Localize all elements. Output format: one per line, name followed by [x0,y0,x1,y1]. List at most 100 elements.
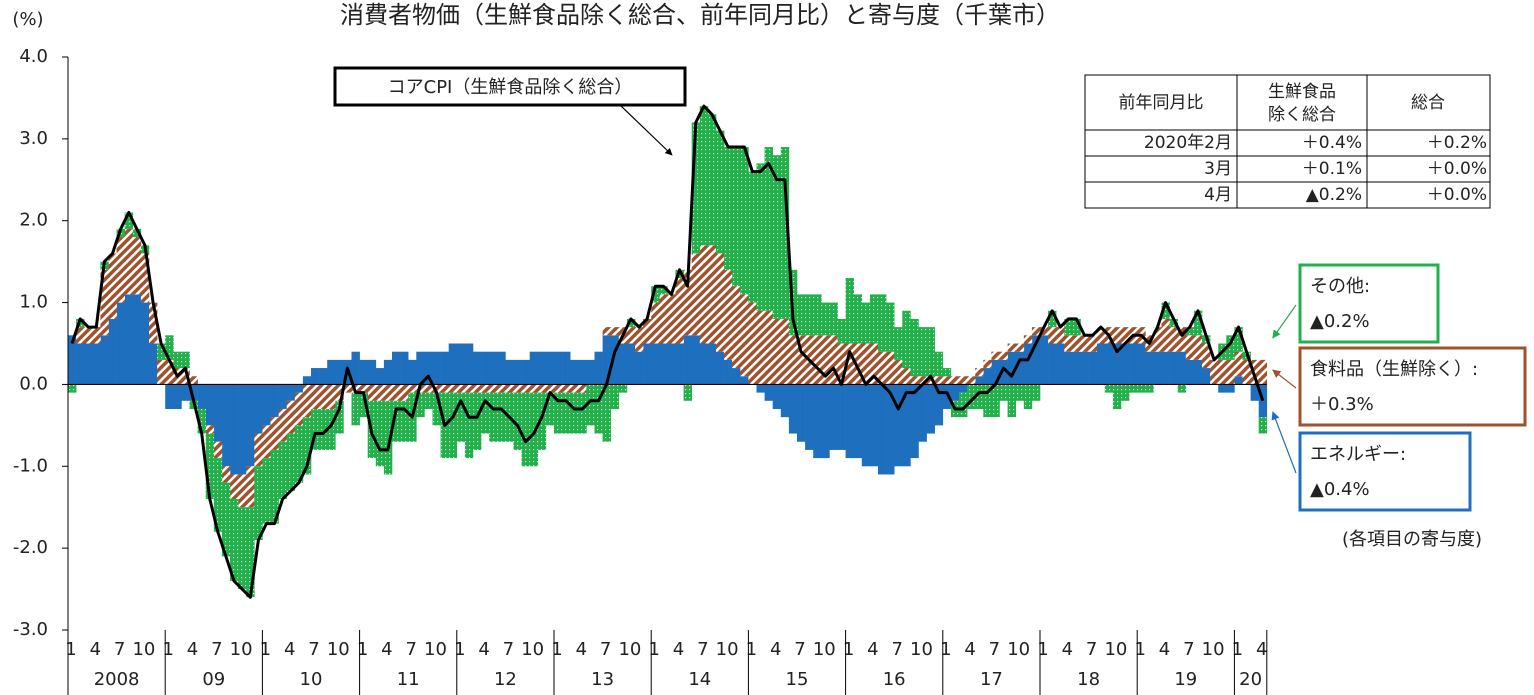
callout-arrow [619,104,673,156]
bar-segment [246,466,255,508]
bar-segment [659,286,668,295]
year-label: 10 [300,669,323,690]
bar-segment [975,368,984,377]
bar-segment [983,359,992,369]
legend-value: ▲0.4% [1310,479,1370,500]
bar-segment [254,433,263,467]
bar-segment [173,351,182,369]
bar-segment [1258,359,1268,385]
bar-segment [1015,351,1025,385]
x-tick-label: 4 [770,639,781,660]
legend-value: ▲0.2% [1310,311,1370,332]
bar-segment [878,351,887,385]
bar-segment [562,351,571,385]
bar-segment [1137,343,1146,385]
bar-segment [716,351,725,385]
bar-segment [1040,335,1049,385]
bar-segment [861,302,871,344]
bar-segment [1226,335,1235,360]
bar-segment [797,384,806,442]
bar-segment [813,294,822,336]
bar-segment [489,384,498,393]
year-label: 16 [883,669,906,690]
callout-box [333,66,687,107]
bar-segment [270,449,279,524]
bar-segment [918,384,927,442]
bar-segment [464,392,474,459]
year-label: 09 [202,669,225,690]
bar-segment [319,368,328,385]
bar-segment [1193,310,1203,336]
bar-segment [983,368,992,385]
bar-segment [869,384,879,467]
legend-label: 食料品（生鮮除く）: [1310,359,1478,380]
bar-segment [1185,335,1195,360]
bar-segment [626,318,636,328]
bar-segment [1177,351,1187,385]
bar-segment [853,294,863,344]
bar-segment [1064,318,1073,336]
legend-box [1298,263,1440,344]
bar-segment [343,384,352,393]
legend: その他: ▲0.2% 食料品（生鮮除く）: ＋0.3% エネルギー: ▲0.4% [1271,263,1527,512]
bar-segment [351,392,360,426]
bar-segment [213,441,223,459]
bar-segment [1048,310,1057,328]
bar-segment [375,368,385,385]
year-label: 15 [786,669,809,690]
year-label: 2008 [94,669,140,690]
x-tick-label: 4 [1159,639,1170,660]
bar-segment [456,384,466,393]
bar-segment [1242,359,1251,385]
bar-segment [1193,359,1203,385]
bar-segment [578,392,587,434]
bar-segment [481,384,490,393]
bar-segment [1137,384,1146,393]
bar-segment [68,384,77,393]
x-tick-label: 1 [65,639,76,660]
bar-segment [165,335,174,360]
bar-segment [821,384,830,459]
bar-segment [497,392,506,442]
bar-segment [926,384,935,434]
bar-segment [1112,327,1122,344]
bar-segment [780,384,790,418]
bar-segment [92,327,101,344]
bar-segment [942,384,952,409]
bar-segment [1121,384,1130,401]
x-tick-label: 4 [284,639,295,660]
bar-segment [797,294,806,336]
bar-segment [481,392,490,434]
bar-segment [327,408,336,450]
bar-segment [383,400,393,475]
bar-segment [100,269,109,336]
bar-segment [1169,327,1178,352]
bar-segment [545,351,555,385]
bar-segment [1007,343,1016,352]
x-tick-label: 7 [211,639,222,660]
bar-segment [926,327,935,377]
bar-segment [902,368,911,385]
bar-segment [570,359,579,385]
x-tick-label: 10 [230,639,253,660]
bar-segment [302,376,312,385]
bar-segment [246,507,255,598]
bar-segment [1056,327,1065,344]
bar-segment [238,507,247,590]
bar-segment [1080,351,1089,385]
legend-label: エネルギー: [1310,444,1406,465]
legend-arrow [1272,369,1297,389]
bar-segment [602,335,611,385]
bar-segment [124,228,134,295]
bar-segment [367,384,377,401]
bar-segment [254,466,263,540]
year-label: 12 [494,669,517,690]
bar-segment [84,343,93,385]
year-label: 13 [591,669,614,690]
x-tick-label: 1 [940,639,951,660]
bar-segment [1104,343,1114,385]
x-tick-label: 10 [1202,639,1225,660]
x-tick-label: 7 [989,639,1000,660]
bar-segment [886,351,895,385]
table-cell: 2020年2月 [1144,133,1232,153]
